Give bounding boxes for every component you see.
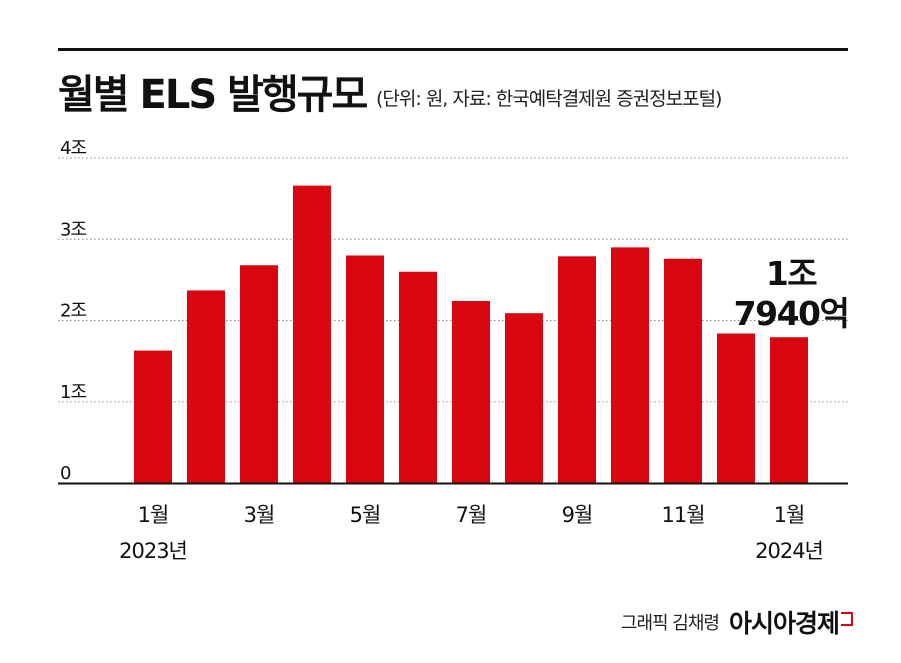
credit: 그래픽 김채령 아시아경제 <box>621 604 853 640</box>
publisher-logo: 아시아경제 <box>729 609 853 638</box>
bar <box>399 271 437 483</box>
bar <box>240 265 278 483</box>
bar <box>611 247 649 483</box>
x-tick-label: 11월 <box>661 503 704 527</box>
bar <box>664 258 702 483</box>
bar <box>717 333 755 483</box>
bar <box>558 256 596 483</box>
x-tick-label: 1월 <box>138 503 169 527</box>
y-tick-label: 1조 <box>60 382 86 403</box>
bar <box>187 290 225 483</box>
bar <box>452 301 490 483</box>
x-tick-year-label: 2024년 <box>755 539 823 563</box>
top-rule <box>58 48 848 51</box>
x-tick-label: 3월 <box>244 503 275 527</box>
bar <box>346 255 384 483</box>
bar <box>293 185 331 483</box>
callout-line-2: 7940억 <box>733 294 850 333</box>
chart-subtitle: (단위: 원, 자료: 한국예탁결제원 증권정보포털) <box>376 88 722 110</box>
x-tick-label: 7월 <box>456 503 487 527</box>
bar <box>505 313 543 483</box>
y-tick-label: 2조 <box>60 301 86 322</box>
x-tick-year-label: 2023년 <box>119 539 187 563</box>
x-tick-label: 5월 <box>350 503 381 527</box>
y-tick-label: 0 <box>60 463 71 484</box>
logo-mark-icon <box>841 611 853 626</box>
callout-line-1: 1조 <box>765 254 818 293</box>
x-tick-label: 1월 <box>774 503 805 527</box>
latest-value-callout: 1조 7940억 <box>724 254 858 334</box>
publisher-logo-text: 아시아경제 <box>728 609 840 638</box>
chart-title: 월별 ELS 발행규모 <box>58 72 368 118</box>
y-tick-label: 4조 <box>60 138 86 159</box>
y-tick-label: 3조 <box>60 219 86 240</box>
x-tick-label: 9월 <box>562 503 593 527</box>
graphic-credit: 그래픽 김채령 <box>620 613 720 634</box>
bar <box>134 350 172 483</box>
bar <box>770 337 808 483</box>
